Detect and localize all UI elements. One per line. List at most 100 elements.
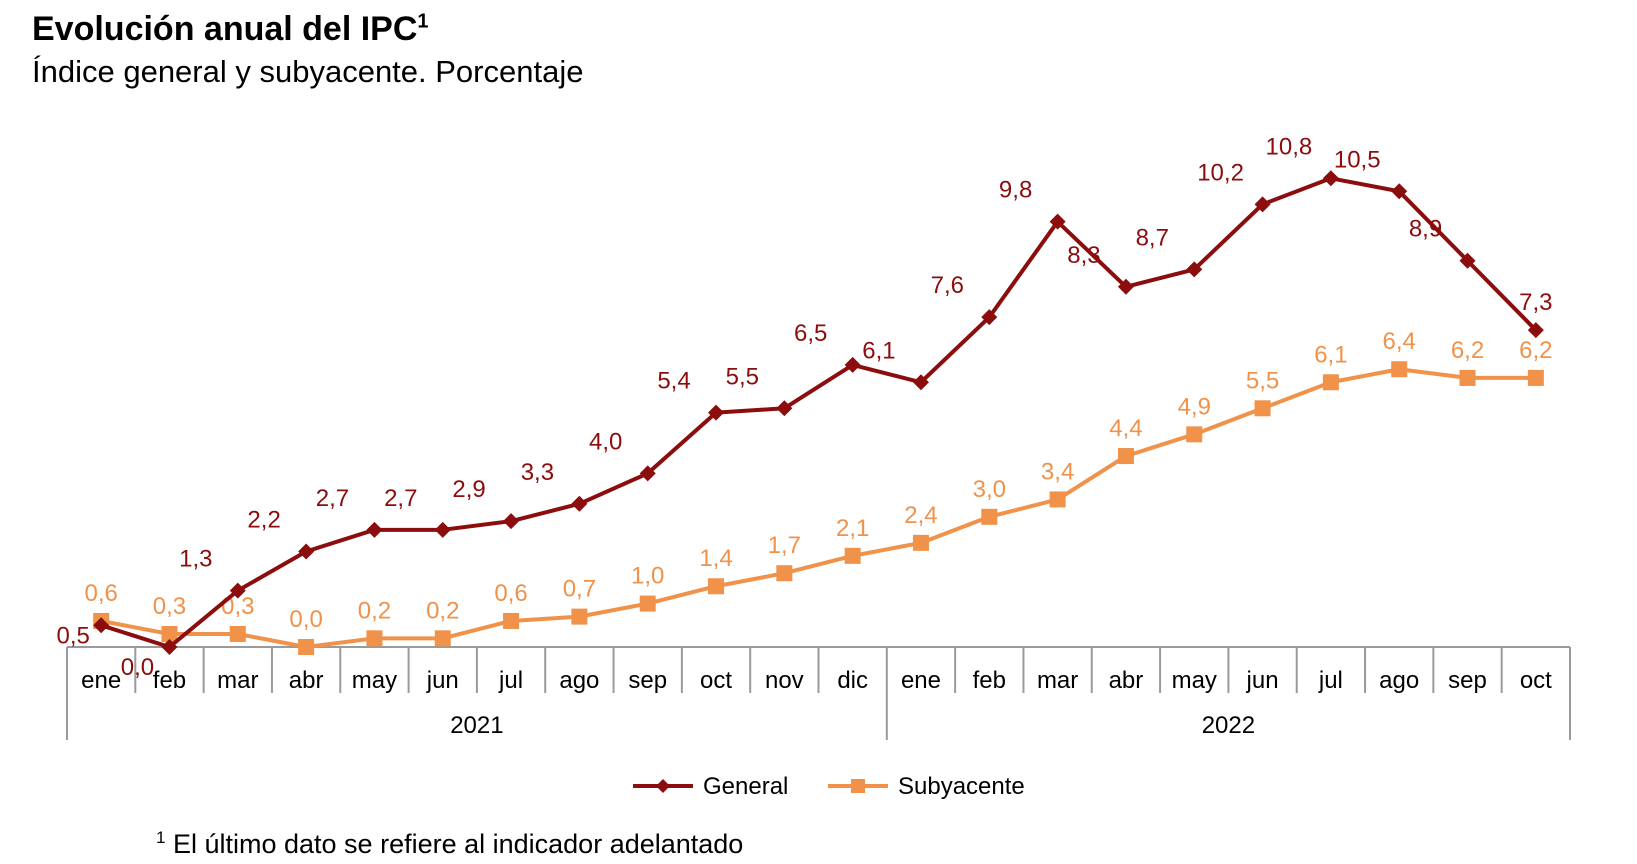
data-label-subyacente: 6,1 [1314, 341, 1347, 368]
data-point-general [844, 356, 861, 373]
data-label-subyacente: 6,2 [1519, 337, 1552, 364]
data-label-subyacente: 1,7 [768, 532, 801, 559]
footnote-mark: 1 [156, 828, 166, 847]
data-label-general: 9,8 [999, 177, 1032, 204]
legend-label-general: General [703, 773, 788, 800]
footnote: 1 El último dato se refiere al indicador… [156, 828, 743, 860]
data-label-subyacente: 0,6 [84, 580, 117, 607]
data-point-subyacente [1459, 369, 1476, 386]
data-label-subyacente: 2,4 [904, 502, 937, 529]
data-label-general: 3,3 [521, 459, 554, 486]
data-label-subyacente: 0,6 [494, 580, 527, 607]
x-tick-label: jul [1318, 667, 1343, 694]
data-point-subyacente [912, 534, 929, 551]
data-point-general [503, 513, 520, 530]
x-tick-label: sep [1448, 667, 1487, 694]
series-line-general [100, 176, 1538, 649]
x-tick-label: jul [498, 667, 523, 694]
x-tick-label: ene [81, 667, 121, 694]
year-label: 2021 [450, 712, 503, 739]
data-label-general: 10,8 [1266, 133, 1313, 160]
data-label-general: 1,3 [179, 546, 212, 573]
legend-marker-general [656, 779, 670, 793]
x-tick-label: feb [153, 667, 186, 694]
data-point-general [93, 617, 110, 634]
data-point-general [1186, 261, 1203, 278]
data-label-general: 10,2 [1197, 159, 1244, 186]
x-tick-label: mar [1037, 667, 1078, 694]
data-label-general: 0,5 [56, 622, 89, 649]
data-point-subyacente [639, 595, 656, 612]
chart-title: Evolución anual del IPC1 [32, 10, 429, 49]
x-tick-label: jun [426, 667, 459, 694]
data-point-subyacente [503, 612, 520, 629]
x-tick-label: dic [837, 667, 868, 694]
data-label-subyacente: 6,4 [1383, 328, 1416, 355]
x-tick-label: oct [1520, 667, 1552, 694]
data-label-general: 8,9 [1409, 216, 1442, 243]
data-point-general [639, 465, 656, 482]
data-point-general [1391, 183, 1408, 200]
data-point-subyacente [161, 625, 178, 642]
x-tick-label: ago [1379, 667, 1419, 694]
data-point-general [708, 404, 725, 421]
legend-marker-subyacente [851, 779, 865, 793]
data-point-general [981, 309, 998, 326]
data-label-subyacente: 2,1 [836, 515, 869, 542]
data-label-general: 2,9 [452, 476, 485, 503]
data-point-general [1459, 252, 1476, 269]
data-point-subyacente [298, 639, 315, 655]
data-label-general: 8,3 [1067, 242, 1100, 269]
title-footnote-mark: 1 [417, 10, 429, 33]
data-point-general [298, 543, 315, 560]
footnote-text: El último dato se refiere al indicador a… [165, 829, 744, 859]
data-label-general: 2,2 [247, 507, 280, 534]
data-label-general: 2,7 [384, 485, 417, 512]
data-point-subyacente [1117, 448, 1134, 465]
x-tick-label: may [1172, 667, 1217, 694]
data-label-general: 5,5 [726, 363, 759, 390]
data-label-general: 0,0 [121, 654, 154, 681]
x-tick-label: oct [700, 667, 732, 694]
data-point-general [229, 582, 246, 599]
x-tick-label: ene [901, 667, 941, 694]
x-tick-label: may [352, 667, 397, 694]
data-point-general [161, 639, 178, 655]
data-label-subyacente: 0,7 [563, 576, 596, 603]
x-tick-label: nov [765, 667, 804, 694]
data-label-general: 7,3 [1519, 289, 1552, 316]
data-point-general [1049, 213, 1066, 230]
chart-title-text: Evolución anual del IPC [32, 10, 418, 48]
legend-label-subyacente: Subyacente [898, 773, 1025, 800]
data-point-subyacente [1254, 400, 1271, 417]
data-label-general: 6,5 [794, 320, 827, 347]
data-point-general [1117, 278, 1134, 295]
data-point-general [571, 495, 588, 512]
x-tick-label: feb [973, 667, 1006, 694]
data-label-subyacente: 0,3 [153, 593, 186, 620]
data-point-general [912, 374, 929, 391]
data-label-subyacente: 0,2 [358, 597, 391, 624]
data-point-subyacente [981, 508, 998, 525]
data-label-subyacente: 5,5 [1246, 367, 1279, 394]
data-point-subyacente [708, 578, 725, 595]
series-line-subyacente [100, 367, 1536, 649]
data-point-subyacente [1049, 491, 1066, 508]
chart-subtitle: Índice general y subyacente. Porcentaje [32, 54, 584, 89]
data-label-general: 8,7 [1136, 224, 1169, 251]
data-label-subyacente: 0,2 [426, 597, 459, 624]
data-point-general [434, 521, 451, 538]
data-point-subyacente [1186, 426, 1203, 443]
data-label-general: 7,6 [931, 272, 964, 299]
data-label-general: 10,5 [1334, 146, 1381, 173]
data-label-subyacente: 0,0 [289, 606, 322, 633]
data-label-subyacente: 1,4 [699, 545, 732, 572]
data-label-general: 5,4 [657, 368, 690, 395]
data-point-subyacente [366, 630, 383, 647]
data-label-general: 6,1 [862, 337, 895, 364]
data-label-general: 2,7 [316, 485, 349, 512]
x-tick-label: mar [217, 667, 258, 694]
data-point-general [1527, 322, 1544, 339]
data-point-subyacente [1527, 369, 1544, 386]
data-point-subyacente [229, 625, 246, 642]
